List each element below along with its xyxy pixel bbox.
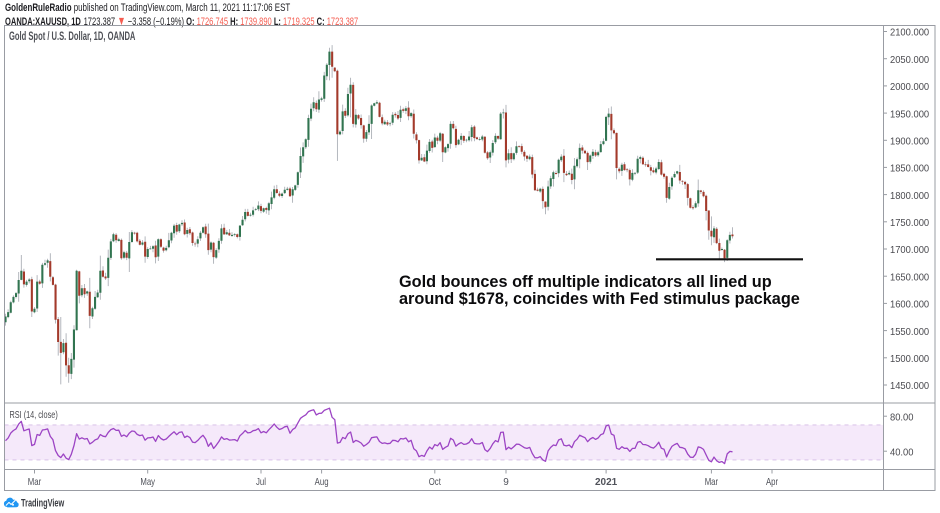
svg-text:40.00: 40.00 xyxy=(890,447,914,458)
svg-text:Apr: Apr xyxy=(766,476,778,487)
svg-text:1700.000: 1700.000 xyxy=(890,245,930,256)
svg-text:1600.000: 1600.000 xyxy=(890,299,930,310)
svg-text:1850.000: 1850.000 xyxy=(890,163,930,174)
svg-text:9: 9 xyxy=(503,477,509,488)
svg-text:May: May xyxy=(140,476,155,487)
svg-text:TradingView: TradingView xyxy=(21,497,65,509)
svg-text:RSI (14, close): RSI (14, close) xyxy=(10,409,58,420)
svg-text:1650.000: 1650.000 xyxy=(890,272,930,283)
svg-text:Gold Spot / U.S. Dollar, 1D, O: Gold Spot / U.S. Dollar, 1D, OANDA xyxy=(9,31,135,44)
svg-text:Mar: Mar xyxy=(28,476,41,487)
svg-text:80.00: 80.00 xyxy=(890,412,914,423)
svg-text:1550.000: 1550.000 xyxy=(890,327,930,338)
svg-text:Oct: Oct xyxy=(429,476,442,487)
svg-text:1450.000: 1450.000 xyxy=(890,381,930,392)
svg-text:2000.000: 2000.000 xyxy=(890,82,930,93)
svg-text:1800.000: 1800.000 xyxy=(890,191,930,202)
svg-text:2100.000: 2100.000 xyxy=(890,27,930,38)
svg-text:1900.000: 1900.000 xyxy=(890,136,930,147)
svg-text:1750.000: 1750.000 xyxy=(890,218,930,229)
svg-text:Mar: Mar xyxy=(705,476,718,487)
svg-text:1950.000: 1950.000 xyxy=(890,109,930,120)
svg-text:Jul: Jul xyxy=(256,476,266,487)
svg-text:2021: 2021 xyxy=(595,477,618,488)
svg-text:1500.000: 1500.000 xyxy=(890,354,930,365)
svg-text:2050.000: 2050.000 xyxy=(890,55,930,66)
svg-text:Aug: Aug xyxy=(315,476,329,487)
